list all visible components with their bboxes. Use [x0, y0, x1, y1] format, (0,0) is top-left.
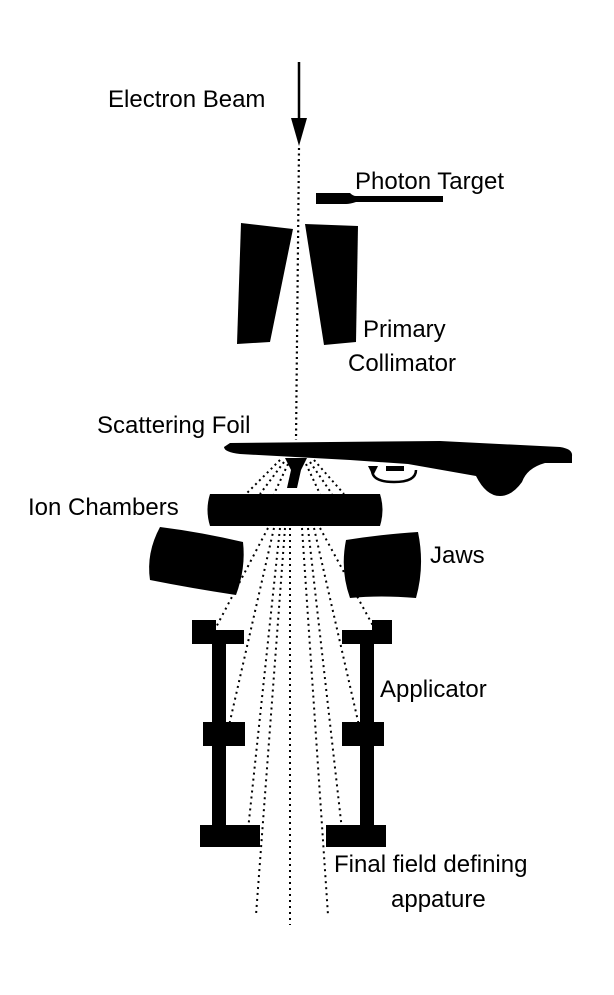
scattering-foil-carousel — [224, 441, 573, 496]
label-photon-target: Photon Target — [355, 168, 505, 195]
primary-collimator — [237, 223, 358, 345]
label-primary-collimator-line2: Collimator — [348, 350, 457, 377]
jaws — [149, 527, 422, 598]
photon-target — [316, 193, 443, 204]
scattering-foil-element — [285, 458, 307, 488]
label-electron-beam: Electron Beam — [108, 86, 266, 113]
label-final-field-line1: Final field defining — [334, 851, 528, 878]
electron-beam-arrow — [291, 62, 307, 146]
applicator — [192, 620, 392, 847]
label-scattering-foil: Scattering Foil — [97, 412, 251, 439]
label-applicator: Applicator — [380, 676, 487, 703]
label-ion-chambers: Ion Chambers — [28, 494, 179, 521]
label-primary-collimator-line1: Primary — [363, 316, 446, 343]
label-jaws: Jaws — [430, 542, 485, 569]
ion-chambers — [207, 494, 383, 526]
scattered-beam-upper — [245, 459, 345, 495]
central-beam-line — [294, 147, 301, 441]
label-final-field-line2: appature — [391, 886, 486, 913]
